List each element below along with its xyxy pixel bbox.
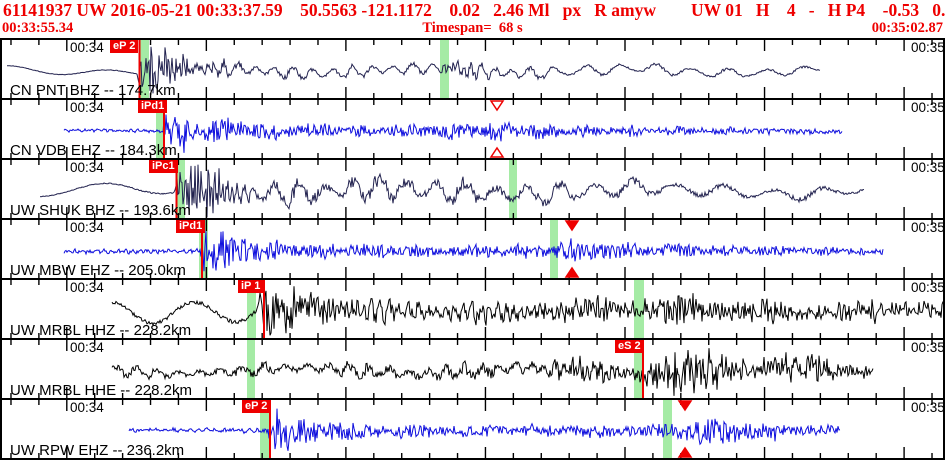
predicted-arrival-marker[interactable] <box>489 100 505 112</box>
phase-pick-flag[interactable]: iPd1 <box>138 100 168 113</box>
seismogram-line <box>63 114 843 153</box>
pick-uncertainty-bar[interactable] <box>247 340 255 398</box>
minute-tick-label-left: 00:34 <box>70 100 104 115</box>
minute-tick-label-left: 00:34 <box>70 160 104 175</box>
seismogram-line <box>63 231 884 272</box>
window-start-time: 00:33:55.34 <box>2 20 74 36</box>
phase-pick-flag[interactable]: iPc1 <box>149 160 178 173</box>
trace-panel-stack: 00:34 00:35 eP 2 CN PNT BHZ -- 174.7km 0… <box>0 38 945 460</box>
predicted-arrival-marker[interactable] <box>677 400 693 412</box>
phase-pick-flag[interactable]: eP 2 <box>110 40 139 53</box>
station-channel-label: UW SHUK BHZ -- 193.6km <box>10 202 191 219</box>
pick-uncertainty-bar[interactable] <box>156 100 165 158</box>
seismogram-line <box>111 286 943 336</box>
station-channel-label: UW RPW EHZ -- 236.2km <box>10 442 185 459</box>
trace-panel-7[interactable]: 00:34 00:35 eP 2 UW RPW EHZ -- 236.2km <box>2 398 945 459</box>
seismogram-line <box>7 46 821 94</box>
station-channel-label: UW MRBL HHE -- 228.2km <box>10 382 192 399</box>
predicted-arrival-marker[interactable] <box>564 220 580 232</box>
trace-panel-1[interactable]: 00:34 00:35 eP 2 CN PNT BHZ -- 174.7km <box>2 38 945 99</box>
seismogram-line <box>111 348 874 396</box>
phase-pick-flag[interactable]: iP 1 <box>238 280 264 293</box>
pick-uncertainty-bar[interactable] <box>663 400 672 458</box>
minute-tick-label-left: 00:34 <box>70 280 104 295</box>
pick-uncertainty-bar[interactable] <box>199 220 208 278</box>
time-window-bar: 00:33:55.34 Timespan= 68 s 00:35:02.87 <box>0 20 945 38</box>
waveform-trace[interactable] <box>2 400 943 458</box>
minute-tick-label-left: 00:34 <box>70 340 104 355</box>
window-end-time: 00:35:02.87 <box>871 20 943 36</box>
phase-pick-flag[interactable]: eS 2 <box>615 340 644 353</box>
waveform-trace[interactable] <box>2 40 943 98</box>
pick-uncertainty-bar[interactable] <box>247 280 256 338</box>
minute-tick-label-right: 00:35 <box>911 280 945 295</box>
minute-tick-label-left: 00:34 <box>70 400 104 415</box>
waveform-trace[interactable] <box>2 100 943 158</box>
trace-panel-2[interactable]: 00:34 00:35 iPd1 CN VDB EHZ -- 184.3km <box>2 98 945 159</box>
waveform-trace[interactable] <box>2 160 943 218</box>
minute-tick-label-right: 00:35 <box>911 160 945 175</box>
phase-pick-flag[interactable]: iPd1 <box>176 220 206 233</box>
minute-tick-label-right: 00:35 <box>911 40 945 55</box>
minute-tick-label-right: 00:35 <box>911 100 945 115</box>
waveform-trace[interactable] <box>2 220 943 278</box>
station-channel-label: UW MBW EHZ -- 205.0km <box>10 262 186 279</box>
trace-panel-3[interactable]: 00:34 00:35 iPc1 UW SHUK BHZ -- 193.6km <box>2 158 945 219</box>
trace-panel-5[interactable]: 00:34 00:35 iP 1 UW MRBL HHZ -- 228.2km <box>2 278 945 339</box>
pick-uncertainty-bar[interactable] <box>634 340 643 398</box>
predicted-arrival-marker[interactable] <box>677 446 693 458</box>
minute-tick-label-right: 00:35 <box>911 220 945 235</box>
minute-tick-label-right: 00:35 <box>911 400 945 415</box>
event-summary-line: 61141937 UW 2016-05-21 00:33:37.59 50.55… <box>3 0 945 20</box>
predicted-arrival-marker[interactable] <box>489 146 505 158</box>
trace-panel-4[interactable]: 00:34 00:35 iPd1 UW MBW EHZ -- 205.0km <box>2 218 945 279</box>
trace-panel-6[interactable]: 00:34 00:35 eS 2 UW MRBL HHE -- 228.2km <box>2 338 945 399</box>
pick-uncertainty-bar[interactable] <box>440 40 449 98</box>
station-channel-label: UW MRBL HHZ -- 228.2km <box>10 322 192 339</box>
timespan-label: Timespan= 68 s <box>422 20 523 36</box>
station-channel-label: CN VDB EHZ -- 184.3km <box>10 142 177 159</box>
station-channel-label: CN PNT BHZ -- 174.7km <box>10 82 176 99</box>
pick-uncertainty-bar[interactable] <box>176 160 185 218</box>
minute-tick-label-left: 00:34 <box>70 40 104 55</box>
pick-uncertainty-bar[interactable] <box>509 160 517 218</box>
minute-tick-label-left: 00:34 <box>70 220 104 235</box>
phase-pick-flag[interactable]: eP 2 <box>242 400 271 413</box>
seismogram-line <box>128 408 841 451</box>
header: 61141937 UW 2016-05-21 00:33:37.59 50.55… <box>0 0 945 38</box>
pick-uncertainty-bar[interactable] <box>634 280 644 338</box>
pick-uncertainty-bar[interactable] <box>139 40 149 98</box>
minute-tick-label-right: 00:35 <box>911 340 945 355</box>
predicted-arrival-marker[interactable] <box>564 266 580 278</box>
